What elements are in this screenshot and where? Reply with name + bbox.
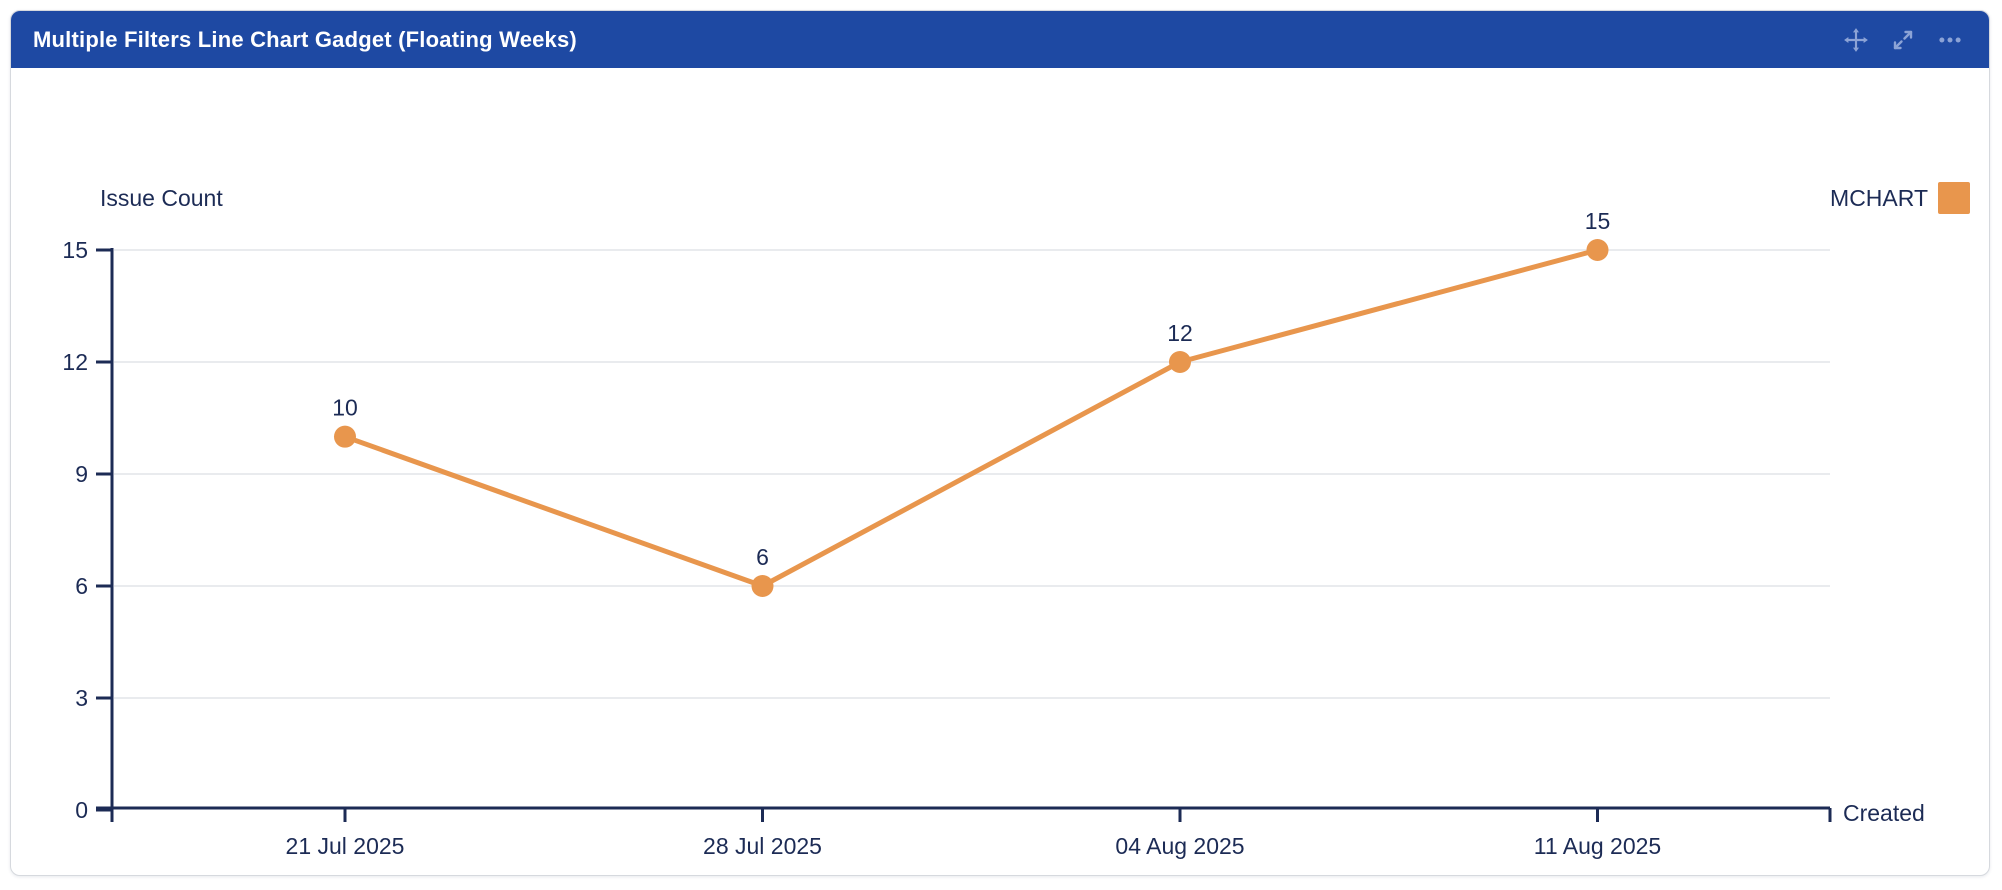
series-line (342, 247, 1600, 589)
data-point-label: 6 (756, 544, 769, 570)
legend-label[interactable]: MCHART (1830, 185, 1928, 211)
y-tick-label: 12 (62, 349, 88, 375)
y-tick-label: 0 (75, 797, 88, 823)
y-tick-label: 15 (62, 237, 88, 263)
data-point[interactable] (751, 575, 774, 597)
x-tick-label: 28 Jul 2025 (703, 833, 822, 859)
data-point[interactable] (1169, 351, 1191, 373)
x-tick-label: 04 Aug 2025 (1115, 833, 1244, 859)
data-point[interactable] (1586, 239, 1609, 261)
more-icon[interactable] (1933, 23, 1967, 57)
expand-icon[interactable] (1887, 24, 1919, 56)
legend-swatch[interactable] (1938, 182, 1970, 214)
data-point[interactable] (334, 425, 356, 448)
y-tick-label: 3 (75, 685, 88, 711)
data-point-label: 12 (1167, 320, 1193, 346)
y-tick-label: 6 (75, 573, 88, 599)
gadget-header: Multiple Filters Line Chart Gadget (Floa… (11, 11, 1989, 68)
x-tick-label: 11 Aug 2025 (1534, 833, 1661, 859)
gadget-header-actions (1839, 23, 1967, 57)
y-axis-title: Issue Count (100, 185, 223, 211)
x-tick-label: 21 Jul 2025 (286, 833, 405, 859)
move-icon[interactable] (1839, 23, 1873, 57)
data-point-label: 10 (332, 395, 358, 421)
y-tick-label: 9 (75, 461, 88, 487)
legend-item[interactable]: MCHART (1830, 182, 1970, 214)
data-point-label: 15 (1585, 208, 1611, 234)
x-axis-title: Created (1843, 800, 1925, 826)
